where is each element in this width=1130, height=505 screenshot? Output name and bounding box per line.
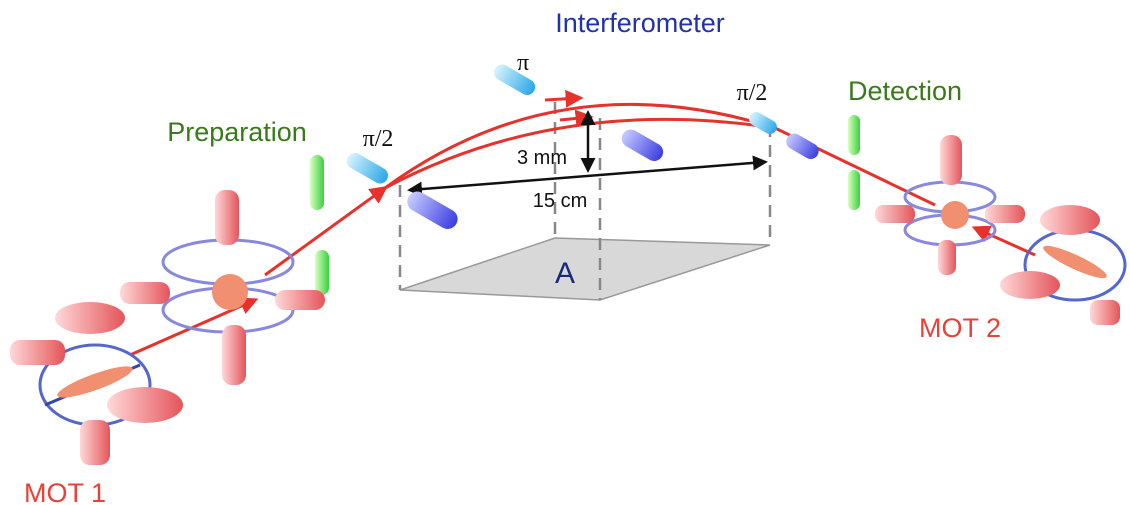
pulse-label: π <box>517 50 529 76</box>
trap-label: MOT 1 <box>24 478 106 505</box>
area-plane <box>400 238 770 300</box>
pulse-label: π/2 <box>737 80 768 106</box>
diagram: Interferometer Preparation Detection MOT… <box>0 0 1130 505</box>
area-label: A <box>555 257 575 290</box>
pulse-label: π/2 <box>363 126 394 152</box>
length-label: 15 cm <box>533 190 587 212</box>
detection-trap <box>875 135 1025 275</box>
trap-label: MOT 2 <box>919 313 1001 343</box>
mot-2-trap <box>1000 205 1125 325</box>
section-label: Preparation <box>167 117 307 147</box>
section-label: Interferometer <box>555 8 725 38</box>
section-label: Detection <box>848 76 962 106</box>
mot-1-trap <box>10 302 183 465</box>
preparation-trap <box>120 190 325 385</box>
height-label: 3 mm <box>517 147 567 169</box>
